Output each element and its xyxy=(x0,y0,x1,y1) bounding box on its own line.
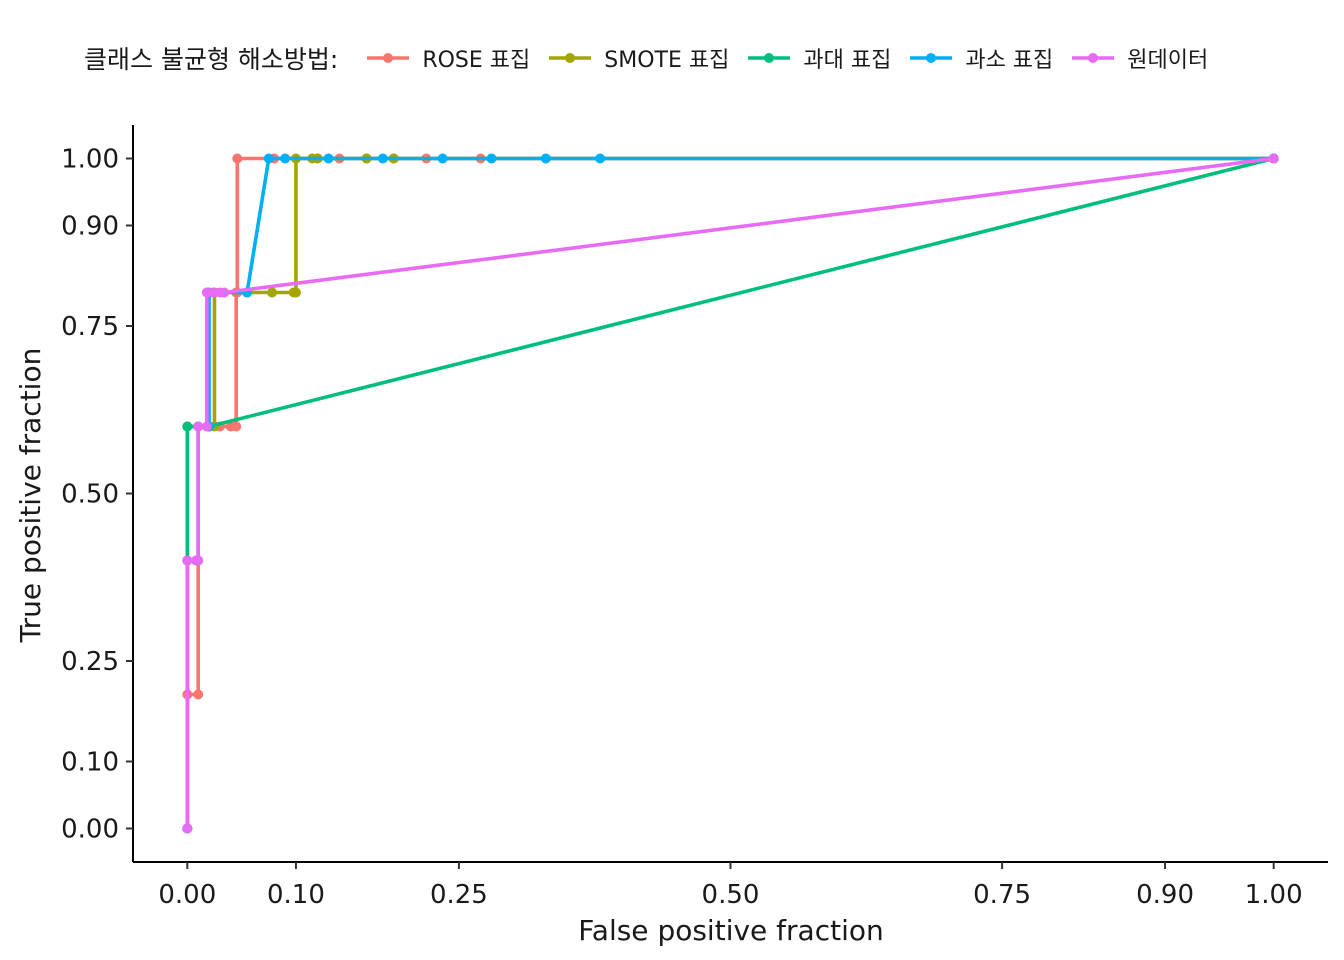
x-tick-label: 0.00 xyxy=(158,880,216,910)
y-tick-label: 1.00 xyxy=(61,145,119,175)
data-point xyxy=(377,153,388,164)
series-layer xyxy=(182,153,1279,834)
legend-label: 과소 표집 xyxy=(965,48,1054,73)
legend-key xyxy=(549,53,592,63)
y-tick-label: 0.10 xyxy=(61,748,119,778)
data-point xyxy=(267,287,278,298)
legend: 클래스 불균형 해소방법: ROSE 표집 SMOTE 표집 과대 표집 과소 표집 원… xyxy=(84,36,1344,80)
data-point xyxy=(290,287,301,298)
legend-label: ROSE 표집 xyxy=(422,48,531,73)
legend-key xyxy=(367,53,410,63)
x-tick-label: 1.00 xyxy=(1245,880,1303,910)
legend-item: 과소 표집 xyxy=(907,42,1053,74)
series-line xyxy=(185,156,1274,829)
legend-key-point xyxy=(565,53,576,63)
y-tick-label: 0.90 xyxy=(61,212,119,242)
legend-label: 원데이터 xyxy=(1127,48,1209,73)
data-point xyxy=(193,421,204,432)
data-point xyxy=(193,689,204,700)
y-tick-label: 0.50 xyxy=(61,480,119,510)
data-point xyxy=(182,555,193,566)
data-point xyxy=(540,153,551,164)
legend-item: ROSE 표집 xyxy=(364,42,530,74)
axes: 0.00 0.10 0.25 0.50 0.75 0.90 1.00 0.00 0.10 0.25… xyxy=(61,125,1328,910)
series-group xyxy=(182,153,1279,834)
x-tick-label: 0.25 xyxy=(430,880,488,910)
y-tick-label: 0.00 xyxy=(61,815,119,845)
legend-key xyxy=(1072,53,1115,63)
series-group xyxy=(182,153,1279,834)
data-point xyxy=(182,823,193,834)
x-tick-label: 0.10 xyxy=(267,880,325,910)
data-point xyxy=(486,153,497,164)
data-point xyxy=(280,153,291,164)
legend-item: SMOTE 표집 xyxy=(546,42,729,74)
y-tick-label: 0.75 xyxy=(61,312,119,342)
data-point xyxy=(201,421,212,432)
legend-label: SMOTE 표집 xyxy=(604,48,730,73)
legend-key-point xyxy=(764,53,775,63)
data-point xyxy=(595,153,606,164)
data-point xyxy=(219,287,230,298)
legend-label: 과대 표집 xyxy=(803,48,892,73)
legend-key-point xyxy=(383,53,394,63)
series-group xyxy=(182,153,1279,834)
x-axis-title: False positive fraction xyxy=(578,914,883,947)
series-line xyxy=(185,156,1274,829)
data-point xyxy=(182,421,193,432)
legend-key xyxy=(748,53,791,63)
data-point xyxy=(232,153,243,164)
series-line xyxy=(185,156,1274,829)
series-group xyxy=(182,153,1279,834)
legend-key-point xyxy=(926,53,937,63)
legend-title: 클래스 불균형 해소방법: xyxy=(84,45,339,74)
x-tick-label: 0.75 xyxy=(973,880,1031,910)
series-line xyxy=(185,156,1274,829)
data-point xyxy=(437,153,448,164)
series-group xyxy=(182,153,1279,834)
y-tick-label: 0.25 xyxy=(61,647,119,677)
data-point xyxy=(1268,153,1279,164)
data-point xyxy=(231,421,242,432)
legend-key-point xyxy=(1088,53,1099,63)
legend-item: 과대 표집 xyxy=(745,42,891,74)
y-axis-title: True positive fraction xyxy=(14,348,47,644)
data-point xyxy=(193,555,204,566)
series-line xyxy=(185,156,1275,829)
data-point xyxy=(323,153,334,164)
data-point xyxy=(263,153,274,164)
x-tick-label: 0.50 xyxy=(702,880,760,910)
legend-item: 원데이터 xyxy=(1069,42,1208,74)
x-tick-label: 0.90 xyxy=(1136,880,1194,910)
legend-key xyxy=(910,53,953,63)
